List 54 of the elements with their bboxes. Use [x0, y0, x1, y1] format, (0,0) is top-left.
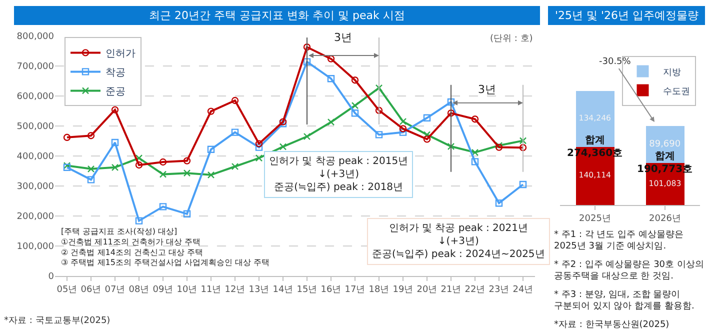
legend-label: 인허가: [106, 48, 136, 60]
legend-label: 지방: [662, 68, 681, 78]
text: *자료 : 한국부동산원(2025): [554, 320, 670, 330]
x-tick-label: 11년: [200, 284, 222, 295]
annotation: 3년: [478, 83, 496, 96]
y-tick-label: 500,000: [16, 122, 54, 132]
x-tick-label: 23년: [488, 284, 510, 295]
x-tick-label: 12년: [224, 284, 246, 295]
x-tick-label: 05년: [56, 284, 78, 295]
x-tick-label: 2025년: [579, 214, 611, 224]
chart-title: '25년 및 '26년 입주예정물량: [555, 9, 699, 22]
x-tick-label: 16년: [320, 284, 342, 295]
chart-title: 최근 20년간 주택 공급지표 변화 추이 및 peak 시점: [149, 9, 405, 22]
annotation: 3년: [334, 31, 352, 44]
legend-label: 수도권: [662, 86, 690, 97]
x-tick-label: 22년: [464, 284, 486, 295]
y-tick-label: 600,000: [16, 92, 54, 102]
x-tick-label: 18년: [368, 284, 390, 295]
data-label: 101,083: [648, 178, 682, 188]
annotation: [주택 공급지표 조사(작성) 대상] ①건축법 제11조의 건축허가 대상 주택 ② 건축법 제14조의 건축신고 대상 주택 ③ 주택법 제15조의 주택건설사업 사업계획승인 대상 주택: [61, 227, 270, 268]
x-tick-label: 13년: [248, 284, 270, 295]
x-tick-label: 17년: [344, 284, 366, 295]
data-label: 134,246: [578, 114, 612, 123]
y-tick-label: 300,000: [16, 182, 54, 192]
x-tick-label: 09년: [152, 284, 174, 295]
text: -30.5%: [599, 57, 632, 67]
annotation: 인허가 및 착공 peak : 2015년 ↓(+3년) 준공(≒입주) peak : 2018년: [269, 156, 408, 193]
x-tick-label: 20년: [416, 284, 438, 295]
x-tick-label: 24년: [512, 284, 534, 295]
data-label: 89,690: [649, 139, 681, 150]
x-tick-label: 06년: [80, 284, 102, 295]
y-tick-label: 200,000: [16, 212, 54, 222]
x-tick-label: 14년: [272, 284, 294, 295]
text: *자료 : 국토교통부(2025): [4, 316, 110, 326]
legend-label: 착공: [106, 68, 126, 79]
annotation: 인허가 및 착공 peak : 2021년 ↓(+3년) 준공(≒입주) peak : 2024년~2025년: [372, 223, 545, 260]
y-tick-label: 800,000: [16, 32, 54, 42]
x-tick-label: 15년: [296, 284, 318, 295]
text: * 주1 : 각 년도 입주 예상물량은 2025년 3월 기준 예상치임.: [554, 230, 684, 252]
data-label: 140,114: [578, 170, 612, 180]
legend-label: 준공: [106, 86, 126, 98]
annotation: (단위 : 호): [490, 34, 533, 44]
y-tick-label: 100,000: [16, 242, 54, 252]
y-tick-label: 0: [48, 272, 54, 282]
x-tick-label: 08년: [128, 284, 150, 295]
y-tick-label: 400,000: [16, 152, 54, 162]
y-tick-label: 700,000: [16, 62, 54, 72]
x-tick-label: 2026년: [649, 214, 681, 224]
x-tick-label: 07년: [104, 284, 126, 295]
x-tick-label: 19년: [392, 284, 414, 295]
x-tick-label: 10년: [176, 284, 198, 295]
text: * 주3 : 분양, 임대, 조합 물량이 구분되어 있지 않아 합계를 활용함.: [554, 290, 694, 312]
x-tick-label: 21년: [440, 284, 462, 295]
text: * 주2 : 입주 예상물량은 30호 이상의 공동주택을 대상으로 한 것임.: [554, 260, 704, 282]
